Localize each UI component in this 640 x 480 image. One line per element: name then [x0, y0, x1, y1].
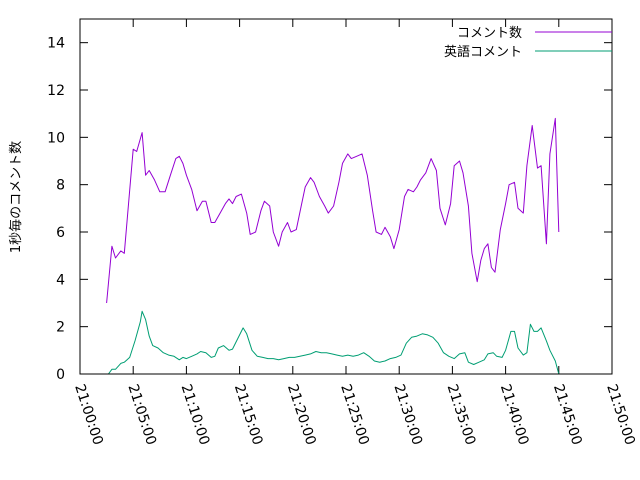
x-tick-label: 21:10:00 — [178, 382, 213, 447]
y-tick-label: 14 — [47, 36, 65, 52]
legend: コメント数 英語コメント — [444, 26, 612, 60]
x-tick-label: 21:25:00 — [337, 382, 372, 447]
y-tick-label: 2 — [56, 320, 65, 336]
x-tick-label: 21:35:00 — [444, 382, 479, 447]
legend-label-english-comments: 英語コメント — [444, 44, 522, 60]
y-tick-label: 4 — [56, 272, 65, 288]
y-tick-label: 8 — [56, 178, 65, 194]
x-tick-label: 21:50:00 — [603, 382, 638, 447]
series-line-english-comments — [107, 310, 560, 375]
y-axis-ticks: 0 2 4 6 8 10 12 14 — [47, 36, 612, 383]
x-axis-ticks: 21:00:00 21:05:00 21:10:00 21:15:00 21:20:00… — [71, 19, 638, 447]
series-lines — [106, 117, 560, 375]
y-axis-label: 1秒毎のコメント数 — [8, 141, 24, 253]
x-tick-label: 21:20:00 — [284, 382, 319, 447]
y-tick-label: 12 — [47, 83, 65, 99]
x-tick-label: 21:00:00 — [71, 382, 106, 447]
x-tick-label: 21:30:00 — [390, 382, 425, 447]
legend-label-comments: コメント数 — [457, 26, 522, 41]
y-tick-label: 0 — [56, 367, 65, 383]
x-tick-label: 21:45:00 — [550, 382, 585, 447]
x-tick-label: 21:40:00 — [497, 382, 532, 447]
plot-frame — [79, 18, 613, 375]
y-tick-label: 10 — [47, 130, 65, 146]
series-line-comments — [106, 117, 560, 304]
x-tick-label: 21:05:00 — [124, 382, 159, 447]
y-tick-label: 6 — [56, 225, 65, 241]
x-tick-label: 21:15:00 — [231, 382, 266, 447]
